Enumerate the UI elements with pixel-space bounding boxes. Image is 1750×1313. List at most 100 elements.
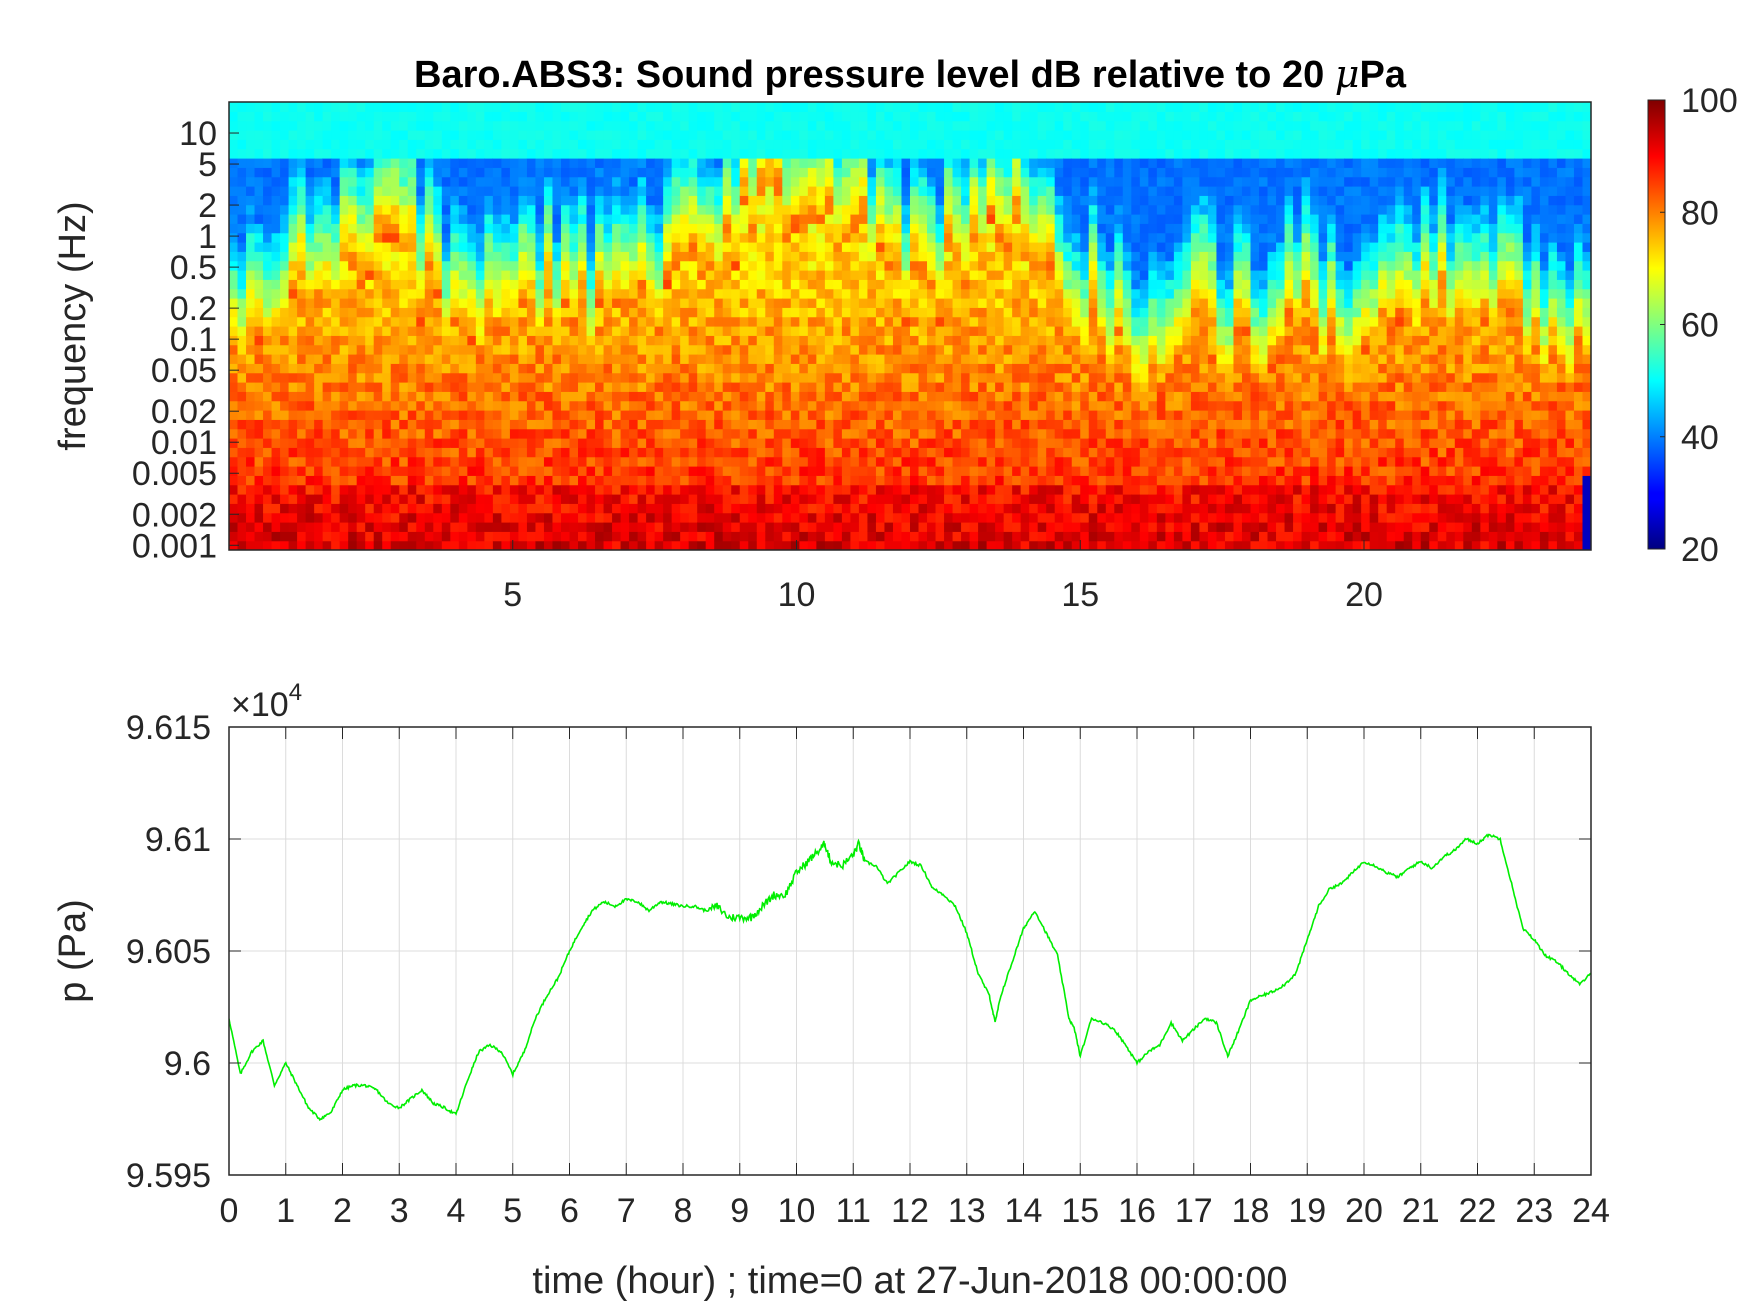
spectrogram-cell xyxy=(833,410,843,420)
spectrogram-cell xyxy=(901,260,911,271)
spectrogram-cell xyxy=(816,503,826,514)
spectrogram-cell xyxy=(850,447,860,458)
spectrogram-cell xyxy=(382,148,392,159)
spectrogram-cell xyxy=(271,279,281,290)
spectrogram-cell xyxy=(492,120,502,131)
spectrogram-cell xyxy=(620,102,630,112)
spectrogram-cell xyxy=(1105,298,1115,308)
spectrogram-cell xyxy=(892,288,903,299)
spectrogram-cell xyxy=(569,494,579,504)
spectrogram-cell xyxy=(484,298,494,308)
spectrogram-cell xyxy=(1003,494,1013,504)
spectrogram-cell xyxy=(995,102,1005,112)
spectrogram-cell xyxy=(671,382,681,392)
spectrogram-cell xyxy=(237,270,247,280)
spectrogram-cell xyxy=(339,111,349,122)
spectrogram-cell xyxy=(952,195,962,206)
spectrogram-cell xyxy=(492,204,502,215)
spectrogram-cell xyxy=(833,298,843,308)
spectrogram-cell xyxy=(263,176,273,187)
spectrogram-cell xyxy=(807,111,817,122)
spectrogram-cell xyxy=(475,484,485,495)
spectrogram-cell xyxy=(918,419,928,430)
spectrogram-cell xyxy=(492,130,502,140)
spectrogram-cell xyxy=(458,531,468,542)
spectrogram-cell xyxy=(748,326,758,336)
spectrogram-cell xyxy=(1037,270,1047,280)
spectrogram-cell xyxy=(688,214,698,224)
spectrogram-cell xyxy=(246,335,256,346)
spectrogram-cell xyxy=(263,288,273,299)
spectrogram-cell xyxy=(620,167,630,178)
spectrogram-cell xyxy=(1003,270,1013,280)
spectrogram-cell xyxy=(688,139,698,150)
spectrogram-cell xyxy=(714,419,724,430)
spectrogram-cell xyxy=(382,307,392,318)
spectrogram-cell xyxy=(1020,167,1030,178)
spectrogram-cell xyxy=(927,288,937,299)
spectrogram-cell xyxy=(560,438,571,448)
spectrogram-cell xyxy=(552,186,562,196)
spectrogram-cell xyxy=(875,428,886,439)
spectrogram-cell xyxy=(671,307,681,318)
spectrogram-cell xyxy=(1054,130,1064,140)
spectrogram-cell xyxy=(578,148,588,159)
spectrogram-cell xyxy=(1080,531,1090,542)
spectrogram-cell xyxy=(390,316,400,327)
spectrogram-cell xyxy=(833,484,843,495)
spectrogram-cell xyxy=(254,130,264,140)
spectrogram-cell xyxy=(297,130,307,140)
spectrogram-cell xyxy=(671,354,681,364)
spectrogram-cell xyxy=(314,419,324,430)
spectrogram-cell xyxy=(1080,288,1090,299)
spectrogram-cell xyxy=(501,130,511,140)
spectrogram-cell xyxy=(484,130,494,140)
spectrogram-cell xyxy=(663,531,673,542)
spectrogram-cell xyxy=(578,158,588,168)
spectrogram-cell xyxy=(646,438,656,448)
spectrogram-cell xyxy=(680,111,690,122)
spectrogram-cell xyxy=(322,540,332,550)
spectrogram-cell xyxy=(552,139,562,150)
spectrogram-cell xyxy=(739,382,749,392)
spectrogram-cell xyxy=(986,204,996,215)
spectrogram-cell xyxy=(560,428,571,439)
spectrogram-cell xyxy=(961,400,971,411)
spectrogram-cell xyxy=(654,186,664,196)
spectrogram-cell xyxy=(475,176,485,187)
spectrogram-cell xyxy=(739,391,749,402)
spectrogram-cell xyxy=(765,158,775,168)
spectrogram-cell xyxy=(458,139,468,150)
spectrogram-cell xyxy=(824,195,834,206)
spectrogram-cell xyxy=(339,354,349,364)
spectrogram-cell xyxy=(952,447,962,458)
spectrogram-cell xyxy=(552,372,562,383)
spectrogram-cell xyxy=(850,503,860,514)
spectrogram-cell xyxy=(441,531,451,542)
spectrogram-cell xyxy=(833,540,843,550)
spectrogram-cell xyxy=(986,326,996,336)
spectrogram-cell xyxy=(450,167,460,178)
spectrogram-cell xyxy=(237,158,247,168)
spectrogram-cell xyxy=(910,214,920,224)
spectrogram-cell xyxy=(271,475,281,486)
spectrogram-cell xyxy=(1054,251,1064,262)
spectrogram-cell xyxy=(884,344,894,355)
spectrogram-cell xyxy=(892,354,903,364)
spectrogram-cell xyxy=(714,167,724,178)
spectrogram-cell xyxy=(807,428,817,439)
spectrogram-cell xyxy=(603,307,613,318)
spectrogram-cell xyxy=(246,120,256,131)
spectrogram-cell xyxy=(1020,223,1030,234)
spectrogram-cell xyxy=(1105,102,1115,112)
spectrogram-cell xyxy=(229,242,239,252)
spectrogram-cell xyxy=(314,102,324,112)
spectrogram-cell xyxy=(688,298,698,308)
spectrogram-cell xyxy=(867,484,877,495)
spectrogram-cell xyxy=(348,279,358,290)
spectrogram-cell xyxy=(663,522,673,532)
spectrogram-cell xyxy=(552,382,562,392)
spectrogram-cell xyxy=(646,335,656,346)
spectrogram-cell xyxy=(637,438,647,448)
